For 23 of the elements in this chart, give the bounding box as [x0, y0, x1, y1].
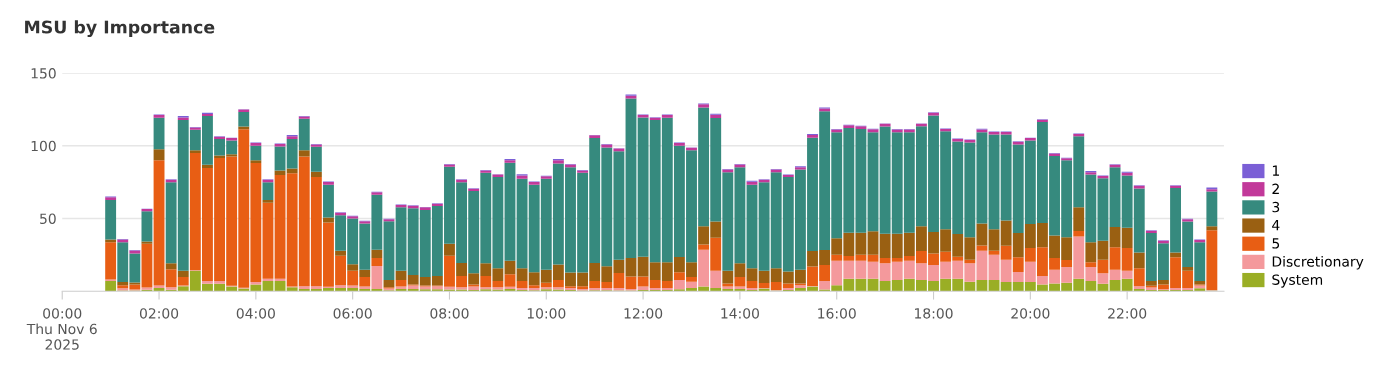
- x-tick-label: 02:00: [139, 308, 179, 319]
- legend-label: System: [1272, 274, 1323, 288]
- x-tick-label: 12:00: [624, 308, 663, 319]
- legend-label: 1: [1272, 165, 1279, 176]
- x-tick-label: 22:00: [1108, 308, 1147, 319]
- chart-title: MSU by Importance: [25, 20, 215, 38]
- x-tick-label: 04:00: [236, 308, 275, 319]
- x-tick-label: 08:00: [430, 308, 469, 319]
- legend-label: 5: [1272, 238, 1280, 249]
- legend-label: Discretionary: [1272, 256, 1364, 270]
- y-tick-label: 50: [40, 213, 56, 224]
- x-tick-label: 16:00: [818, 308, 856, 319]
- x-tick-label: 14:00: [721, 308, 759, 319]
- x-tick-label: 00:00 Thu Nov 6 2025: [26, 308, 97, 350]
- y-tick-label: 100: [31, 140, 56, 152]
- legend-label: 2: [1272, 183, 1279, 194]
- legend-label: 3: [1272, 201, 1280, 213]
- x-tick-label: 20:00: [1011, 308, 1050, 319]
- legend-label: 4: [1272, 220, 1280, 231]
- y-tick-label: 150: [31, 68, 56, 79]
- x-tick-label: 18:00: [915, 308, 953, 319]
- x-tick-label: 06:00: [333, 308, 372, 319]
- x-tick-label: 10:00: [527, 308, 566, 319]
